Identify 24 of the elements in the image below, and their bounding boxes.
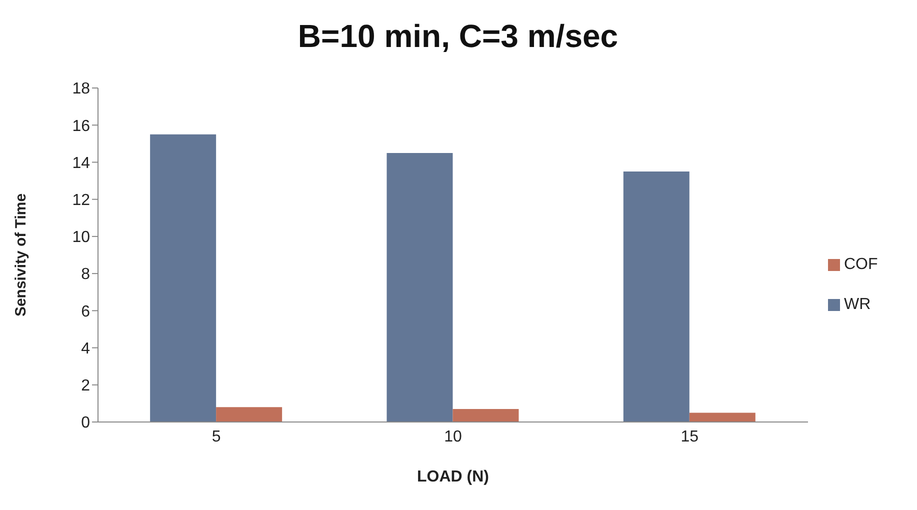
x-tick-label: 10: [444, 428, 462, 446]
y-tick-label: 14: [72, 154, 90, 172]
legend-label: COF: [844, 256, 878, 273]
x-axis-title: LOAD (N): [417, 468, 489, 486]
bar: [623, 172, 690, 422]
bar: [689, 412, 756, 422]
y-tick-label: 2: [81, 378, 90, 395]
x-tick-label: 15: [680, 428, 699, 446]
y-tick-label: 12: [72, 192, 90, 210]
bar: [150, 134, 216, 422]
y-axis-title: Sensivity of Time: [12, 193, 30, 317]
y-tick-label: 6: [81, 303, 90, 320]
y-tick-label: 10: [72, 229, 90, 246]
x-tick-label: 5: [212, 428, 221, 446]
y-tick-label: 4: [81, 340, 90, 358]
bar: [452, 409, 519, 422]
bar: [216, 407, 282, 422]
chart-title: B=10 min, C=3 m/sec: [296, 17, 620, 56]
legend-label: WR: [844, 296, 871, 313]
y-tick-label: 8: [81, 266, 90, 284]
y-tick-label: 18: [72, 80, 90, 98]
y-tick-label: 16: [72, 118, 90, 135]
y-tick-label: 0: [81, 414, 90, 432]
bar: [386, 152, 453, 422]
